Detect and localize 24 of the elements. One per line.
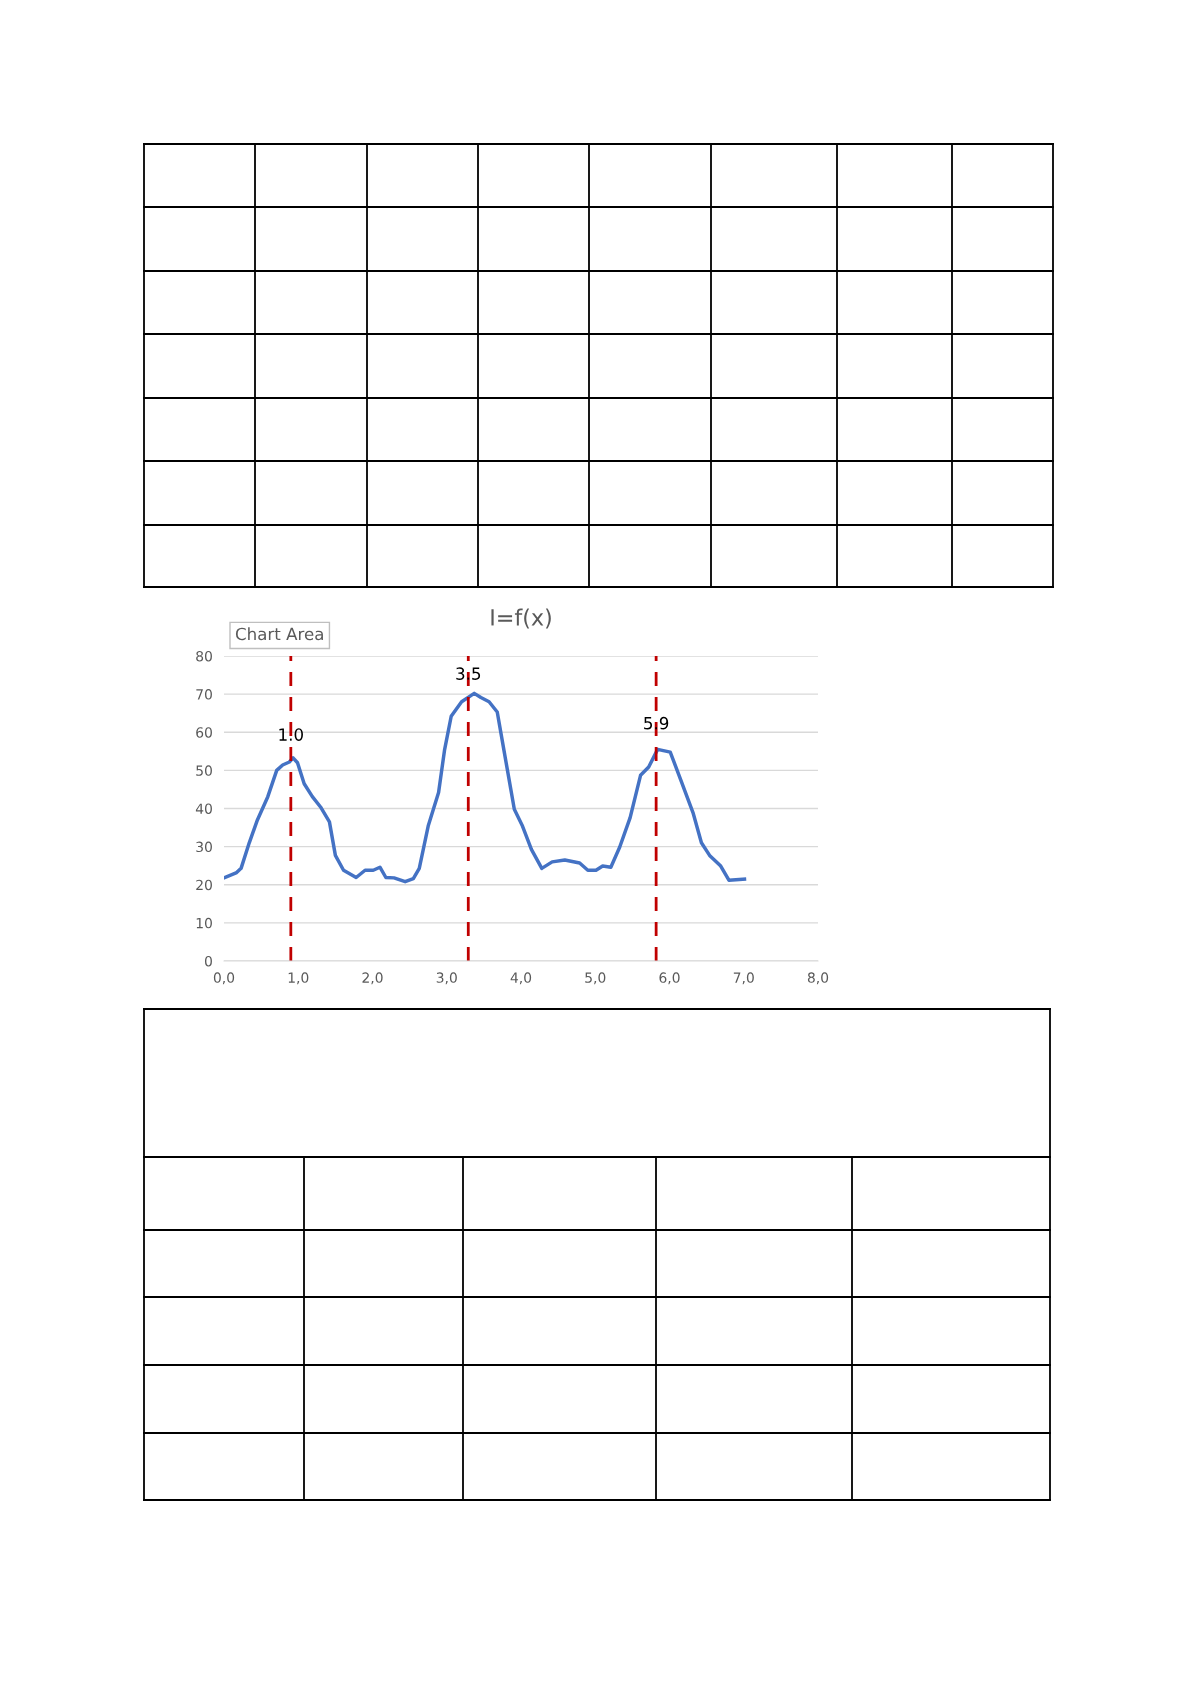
annotation: 5.9: [644, 716, 669, 730]
x-tick-label: 0,0: [213, 972, 235, 985]
y-tick-label: 20: [196, 879, 212, 891]
x-tick-label: 5,0: [585, 972, 606, 985]
annotation: 1.0: [279, 728, 303, 741]
y-tick-label: 60: [196, 727, 212, 738]
chart-title: I=f(x): [491, 608, 551, 629]
line-series: [224, 691, 747, 884]
x-tick-label: 3,0: [436, 972, 457, 985]
y-tick-label: 10: [196, 917, 212, 929]
x-tick-label: 8,0: [807, 972, 829, 985]
x-tick-label: 6,0: [659, 972, 680, 985]
y-tick-label: 70: [196, 689, 212, 700]
y-tick-label: 80: [196, 650, 212, 662]
y-tick-label: 30: [196, 841, 212, 853]
x-tick-label: 4,0: [510, 972, 532, 985]
x-tick-label: 7,0: [733, 972, 754, 985]
y-tick-label: 50: [196, 765, 212, 776]
annotation: 3.5: [456, 667, 481, 680]
x-tick-label: 1,0: [288, 972, 309, 985]
text: Chart Area: [235, 627, 323, 641]
y-tick-label: 40: [195, 803, 212, 814]
x-tick-label: 2,0: [362, 972, 383, 985]
y-tick-label: 0: [204, 955, 212, 967]
